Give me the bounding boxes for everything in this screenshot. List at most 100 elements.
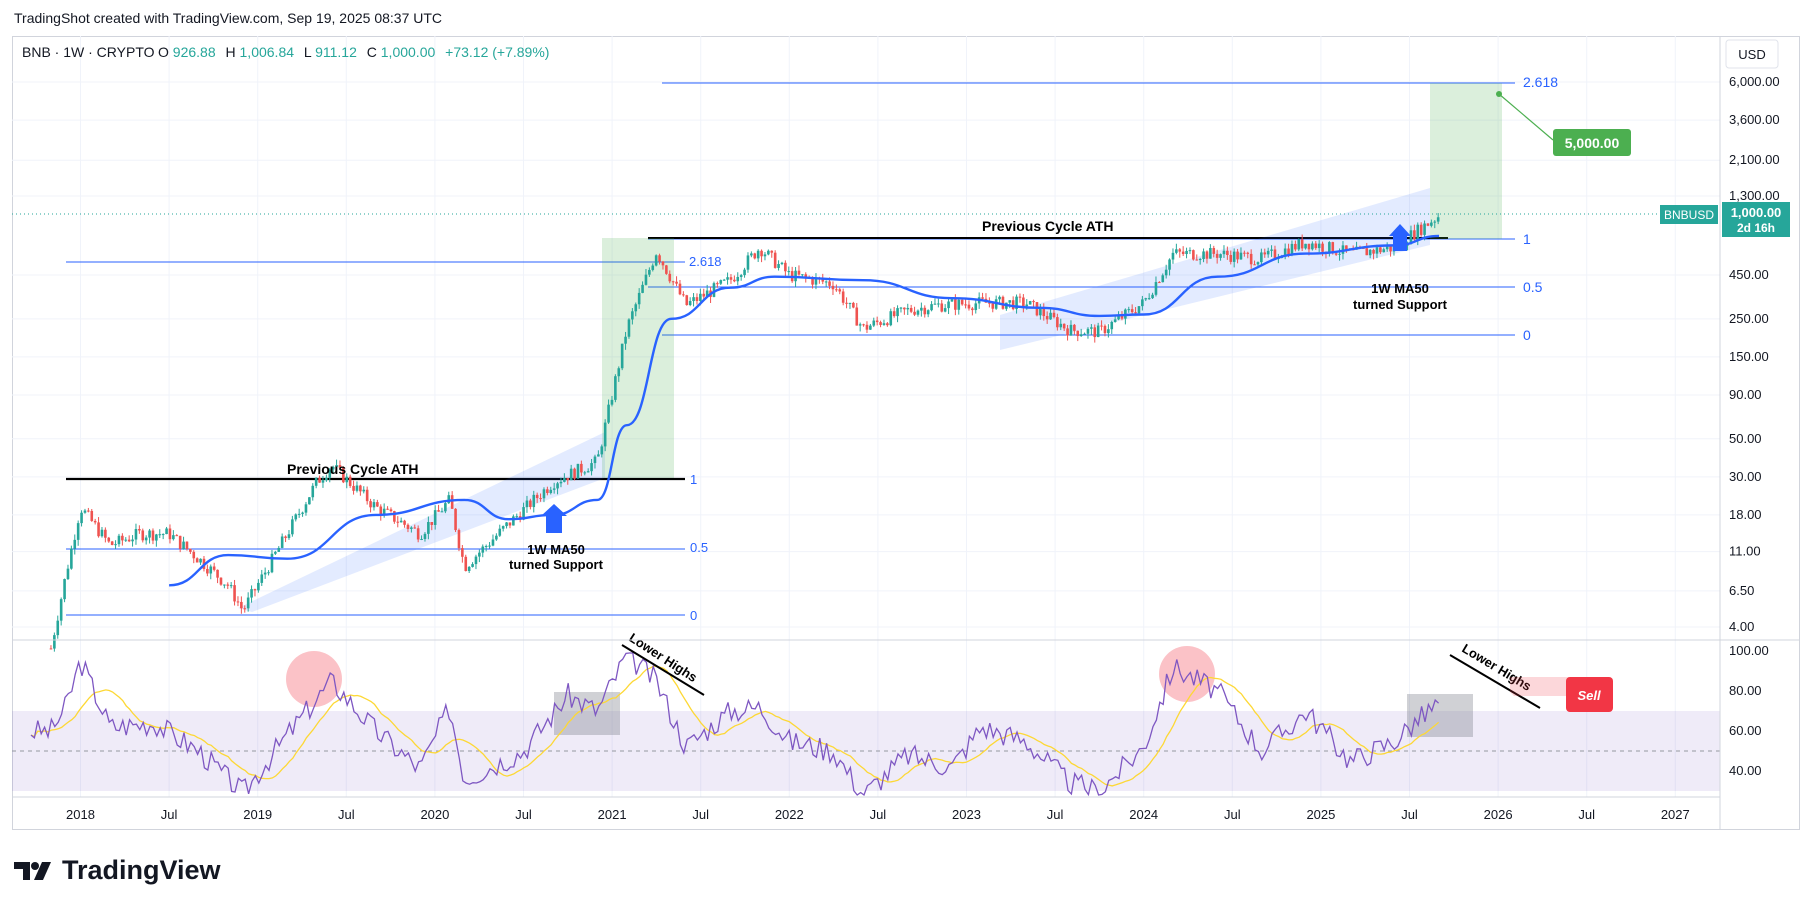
candle-body [1011, 300, 1015, 310]
symbol-legend[interactable]: BNB · 1W · CRYPTO O 926.88 H 1,006.84 L … [22, 44, 549, 60]
tradingview-brand[interactable]: TradingView [14, 855, 221, 886]
currency-button[interactable] [1725, 39, 1779, 69]
last-price-label[interactable]: BNBUSD 1,000.00 2d 16h [1660, 202, 1790, 237]
rsi-pane[interactable]: Lower Highs Lower Highs Sell [12, 630, 1720, 797]
candle-body [1100, 325, 1103, 327]
high-label: H [226, 44, 236, 60]
fib-retracement-2018[interactable]: 1 0.5 0 2.618 [66, 254, 722, 623]
fib2-label-0: 0 [1523, 327, 1531, 343]
candle-body [66, 568, 70, 580]
candle-body [739, 275, 743, 277]
target-projection-box[interactable] [1430, 83, 1502, 239]
candle-body [450, 495, 454, 509]
candle-body [1049, 312, 1052, 320]
candle-body [1137, 306, 1141, 314]
candle-body [1219, 254, 1222, 258]
candle-body [688, 301, 692, 306]
up-arrow-icon [541, 504, 567, 533]
candle-body [716, 283, 719, 285]
channel-2023-2025[interactable] [1000, 188, 1430, 350]
candle-body [1073, 324, 1076, 331]
candle-body [318, 477, 321, 483]
candle-body [1195, 259, 1199, 261]
price-tick-label: 90.00 [1729, 387, 1762, 402]
candle-body [705, 290, 709, 297]
candle-body [280, 536, 284, 548]
candle-body [1222, 250, 1226, 255]
candle-body [110, 541, 114, 545]
bull-rally-box-2021[interactable] [602, 238, 674, 478]
candle-body [998, 296, 1001, 300]
target-callout[interactable]: 5,000.00 [1496, 91, 1631, 156]
candle-body [495, 535, 498, 540]
high-value: 1,006.84 [240, 44, 295, 60]
chart-credit: TradingShot created with TradingView.com… [14, 10, 443, 26]
target-badge [1553, 129, 1631, 156]
ma50-note-1-line1: 1W MA50 [527, 542, 585, 557]
close-label: C [367, 44, 377, 60]
price-scale[interactable]: 6,000.00 3,600.00 2,100.00 1,300.00 450.00 25… [1729, 74, 1780, 634]
candle-body [1066, 328, 1069, 336]
time-tick-label: 2023 [952, 807, 981, 822]
fib2-label-0.5: 0.5 [1523, 279, 1543, 295]
candle-body [763, 254, 767, 257]
lower-highs-line-1 [621, 644, 705, 696]
rsi-scale[interactable]: 100.00 80.00 60.00 40.00 [1729, 643, 1769, 778]
candle-body [971, 308, 974, 311]
candle-body [107, 537, 111, 542]
ma50-line[interactable] [169, 234, 1440, 587]
ma50-support-note-1[interactable]: 1W MA50 turned Support [509, 504, 604, 572]
candle-body [56, 620, 60, 636]
candle-body [1331, 242, 1335, 254]
candle-body [862, 324, 865, 326]
candle-body [546, 489, 549, 494]
candle-body [1317, 243, 1321, 249]
candle-body [1154, 282, 1158, 295]
sell-signal-label: Sell [1577, 688, 1601, 703]
candle-body [172, 535, 175, 540]
candle-body [542, 489, 546, 499]
candle-body [138, 529, 141, 531]
time-axis[interactable]: 2018 Jul 2019 Jul 2020 Jul 2021 Jul 2022 Jul 2023 J… [66, 807, 1690, 822]
candle-body [1368, 249, 1372, 256]
candle-body [627, 319, 631, 337]
time-tick-label: Jul [692, 807, 709, 822]
fib-extension-2021[interactable]: 2.618 1 0.5 0 [648, 74, 1558, 343]
candle-body [127, 539, 131, 542]
candle-body [1062, 323, 1066, 329]
candle-body [1056, 317, 1059, 328]
candle-body [760, 250, 763, 257]
candle-body [869, 325, 872, 330]
candle-body [671, 281, 675, 283]
candle-body [556, 483, 559, 489]
currency-label[interactable]: USD [1738, 47, 1765, 62]
candle-body [580, 463, 583, 473]
candle-body [1239, 252, 1243, 260]
candle-body [182, 541, 185, 549]
candle-body [947, 301, 950, 309]
candle-body [1423, 223, 1426, 235]
candle-body [1069, 324, 1073, 336]
candle-body [1103, 325, 1107, 334]
candle-body [369, 501, 372, 508]
open-value: 926.88 [173, 44, 216, 60]
candle-body [243, 608, 247, 610]
candle-body [889, 311, 893, 326]
candle-body [359, 485, 362, 492]
candle-body [835, 289, 838, 291]
candle-body [250, 589, 253, 598]
candle-body [1263, 252, 1267, 255]
candle-body [933, 303, 937, 305]
candle-body [1127, 309, 1131, 311]
channel-2019-2020[interactable] [238, 432, 605, 612]
fib1-label-0: 0 [690, 608, 697, 623]
last-price-value: 1,000.00 [1731, 205, 1782, 220]
candle-body [1297, 239, 1301, 250]
candle-body [512, 516, 515, 526]
candle-body [236, 601, 240, 603]
candle-body [342, 467, 345, 483]
ma50-support-note-2[interactable]: 1W MA50 turned Support [1353, 224, 1448, 312]
time-tick-label: Jul [870, 807, 887, 822]
candle-body [733, 279, 736, 282]
